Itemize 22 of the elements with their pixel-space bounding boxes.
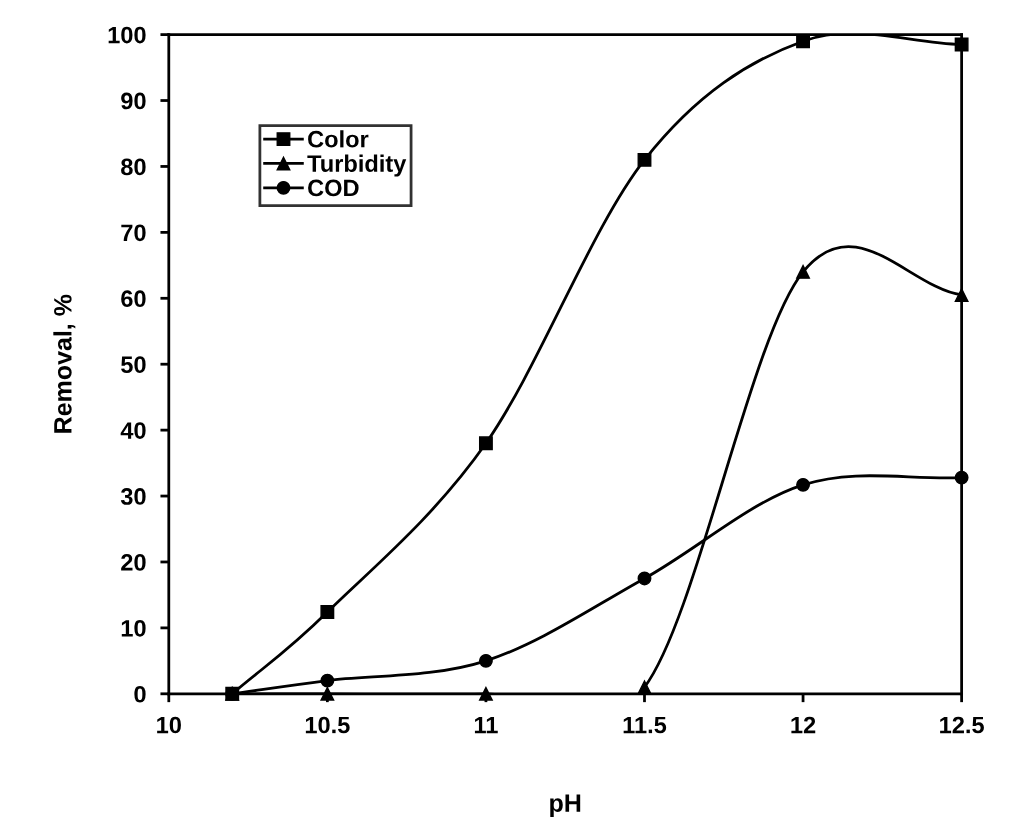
y-tick-label: 10: [121, 619, 146, 637]
y-tick-label: 0: [134, 685, 146, 703]
y-tick-label: 80: [121, 158, 146, 176]
y-tick-label: 40: [120, 422, 146, 439]
x-tick-label: 12.5: [940, 716, 984, 734]
x-axis-title: pH: [550, 794, 581, 817]
x-tick-label: 11.5: [623, 716, 667, 734]
y-tick-label: 20: [121, 554, 146, 571]
legend-label: COD: [308, 179, 359, 197]
x-tick-label: 10: [157, 716, 181, 734]
y-tick-label: 100: [108, 26, 146, 44]
legend-label: Color: [308, 130, 369, 148]
legend-label: Turbidity: [307, 154, 407, 177]
x-tick-label: 12: [791, 716, 816, 734]
x-tick-label: 10.5: [305, 716, 350, 734]
y-tick-label: 90: [121, 92, 146, 110]
y-tick-label: 70: [121, 224, 146, 242]
y-tick-label: 30: [120, 488, 146, 505]
x-tick-label: 11: [474, 716, 498, 734]
y-tick-label: 50: [121, 356, 146, 373]
y-tick-label: 60: [121, 290, 146, 308]
y-axis-title: Removal, %: [53, 294, 76, 433]
